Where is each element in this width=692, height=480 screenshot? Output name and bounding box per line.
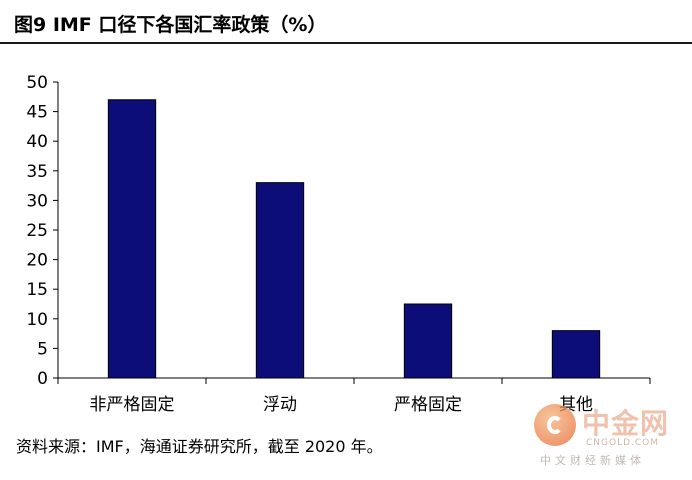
y-tick-label: 45 (26, 103, 48, 123)
bar (107, 99, 157, 379)
y-tick-label: 10 (26, 310, 48, 330)
y-tick-label: 25 (26, 221, 48, 241)
figure-header: 图9 IMF 口径下各国汇率政策（%） (0, 0, 692, 44)
x-tick-label: 非严格固定 (90, 395, 175, 415)
source-note: 资料来源：IMF，海通证券研究所，截至 2020 年。 (16, 437, 383, 456)
y-tick-label: 35 (26, 162, 48, 182)
y-tick-label: 20 (26, 251, 48, 271)
y-tick-label: 30 (26, 191, 48, 211)
y-tick-label: 5 (37, 339, 48, 359)
figure-title: 图9 IMF 口径下各国汇率政策（%） (14, 14, 327, 36)
bar (551, 330, 601, 379)
y-tick-label: 15 (26, 280, 48, 300)
title-divider (0, 42, 692, 44)
bar (403, 303, 453, 379)
x-tick-label: 严格固定 (394, 395, 462, 415)
x-tick-label: 浮动 (263, 395, 297, 415)
watermark-site: CNGOLD.COM (586, 438, 660, 448)
watermark-tagline: 中文财经新媒体 (540, 454, 645, 467)
watermark-logo-icon (534, 404, 576, 446)
watermark-brand: 中金网 (582, 407, 670, 440)
bar (255, 182, 305, 379)
watermark: 中金网 CNGOLD.COM 中文财经新媒体 (532, 402, 682, 472)
y-tick-label: 40 (26, 132, 48, 152)
y-tick-label: 0 (37, 369, 48, 389)
y-tick-label: 50 (26, 73, 48, 93)
